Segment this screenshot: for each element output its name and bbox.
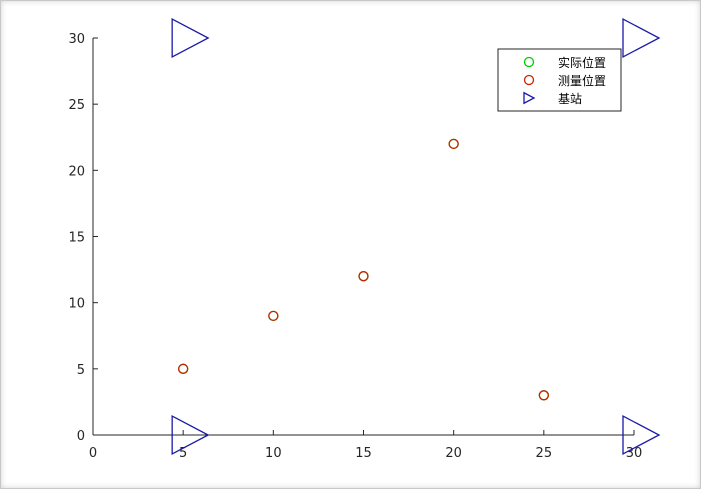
x-tick-label: 15 <box>355 446 372 461</box>
base-station-marker <box>622 415 661 455</box>
legend-marker <box>523 74 535 86</box>
x-tick-label: 25 <box>536 446 553 461</box>
data-point <box>448 138 459 150</box>
y-tick-label: 10 <box>68 297 85 312</box>
series-1 <box>178 138 549 401</box>
y-tick-label: 5 <box>77 363 85 378</box>
y-tick-label: 0 <box>77 429 85 444</box>
x-tick-label: 0 <box>89 446 97 461</box>
legend-marker <box>523 91 536 105</box>
legend-box <box>497 48 622 112</box>
legend-label: 实际位置 <box>558 55 606 70</box>
legend-entry: 基站 <box>523 91 582 106</box>
base-station-marker <box>171 415 210 455</box>
legend-label: 测量位置 <box>558 73 606 88</box>
x-tick-label: 5 <box>179 446 187 461</box>
x-tick-label: 10 <box>265 446 282 461</box>
series-0 <box>178 138 549 401</box>
y-tick-label: 20 <box>68 164 85 179</box>
y-tick-label: 25 <box>68 98 85 113</box>
data-point <box>268 310 279 322</box>
y-tick-label: 15 <box>68 231 85 246</box>
legend-entry: 实际位置 <box>523 55 606 70</box>
series-2 <box>171 18 661 455</box>
legend-label: 基站 <box>558 92 582 106</box>
y-tick-label: 30 <box>68 32 85 47</box>
base-station-marker <box>171 18 210 58</box>
data-point <box>358 271 369 282</box>
data-point <box>178 363 189 374</box>
base-station-marker <box>622 18 661 58</box>
x-tick-label: 20 <box>445 446 462 461</box>
legend-entry: 测量位置 <box>523 73 606 88</box>
legend-marker <box>523 56 535 68</box>
data-point <box>538 390 549 401</box>
data-marks <box>171 18 661 455</box>
